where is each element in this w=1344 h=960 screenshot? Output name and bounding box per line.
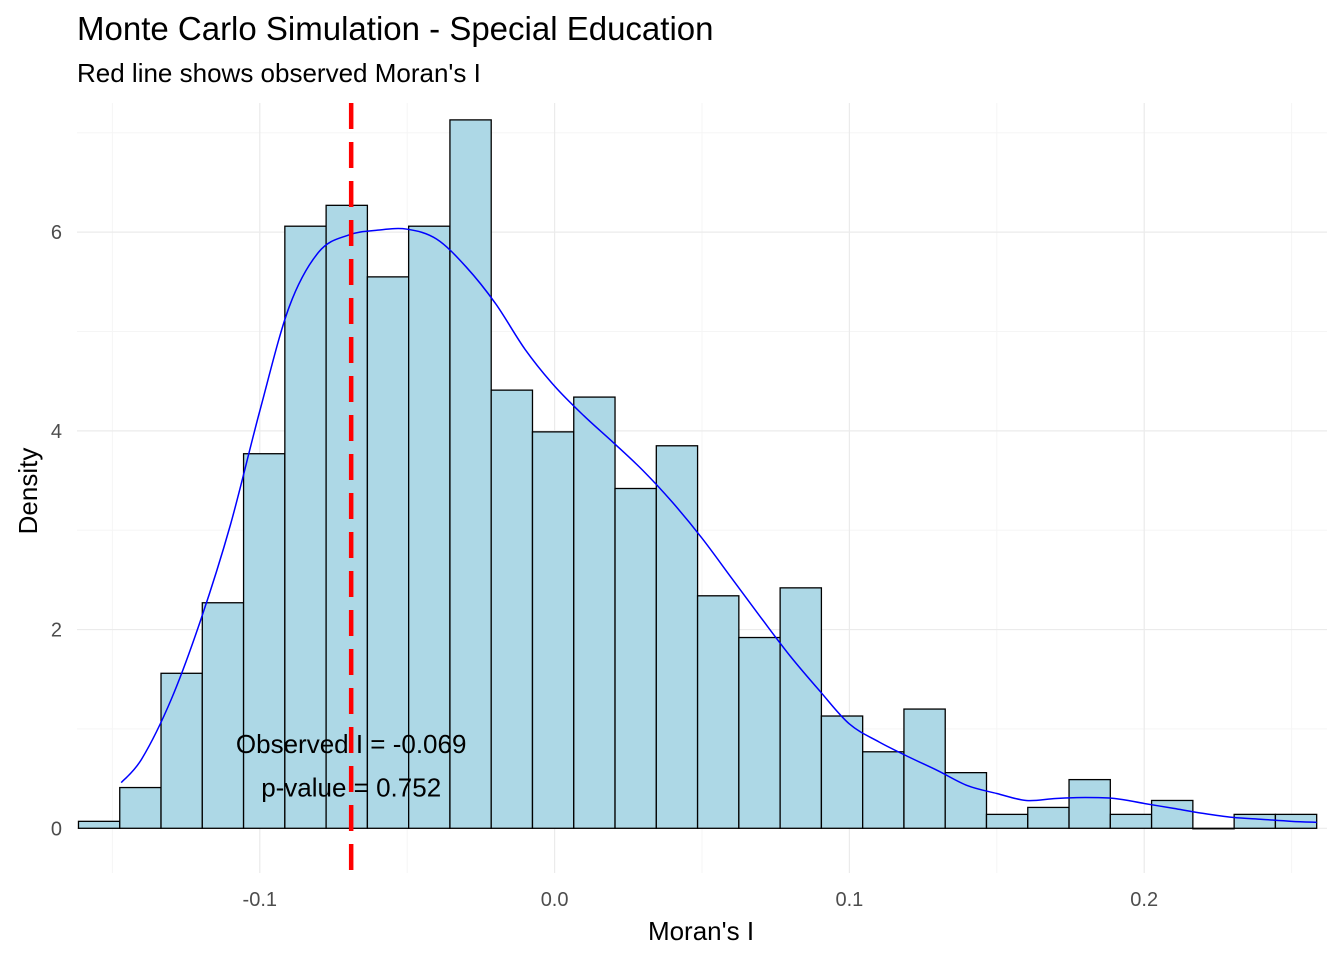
histogram-bars <box>77 119 1318 830</box>
histogram-bar <box>531 431 575 829</box>
x-tick-label: 0.1 <box>835 889 863 911</box>
histogram-bar <box>1027 806 1070 829</box>
histogram-bar <box>1150 799 1194 829</box>
y-tick-label: 6 <box>51 222 62 244</box>
histogram-bar <box>242 453 286 829</box>
histogram-bar <box>490 389 534 829</box>
histogram-bar <box>655 445 699 829</box>
x-axis-ticks: -0.1 0.0 0.1 0.2 <box>243 889 1159 911</box>
histogram-bar <box>1109 813 1153 829</box>
histogram-bar <box>119 786 162 829</box>
histogram-bar <box>779 587 823 829</box>
histogram-bar <box>408 225 451 829</box>
x-tick-label: 0.2 <box>1130 889 1158 911</box>
histogram-bar <box>1233 813 1277 829</box>
y-tick-label: 2 <box>51 620 62 642</box>
x-tick-label: 0.0 <box>541 889 569 911</box>
histogram-bar <box>284 225 327 829</box>
p-value-label: p-value = 0.752 <box>261 773 441 803</box>
histogram-bar <box>1068 778 1111 829</box>
histogram-bar <box>366 276 410 829</box>
histogram-bar <box>573 396 616 829</box>
x-tick-label: -0.1 <box>243 889 277 911</box>
x-axis-title: Moran's I <box>648 916 754 946</box>
histogram-bar <box>820 715 864 829</box>
density-curve <box>120 227 1317 824</box>
histogram-bar <box>160 672 203 829</box>
y-tick-label: 4 <box>51 421 62 443</box>
histogram-bar <box>944 772 988 829</box>
histogram-bar <box>449 119 492 829</box>
y-axis-title: Density <box>13 448 43 535</box>
observed-i-label: Observed I = -0.069 <box>236 729 467 759</box>
histogram-bar <box>201 602 245 829</box>
chart-title: Monte Carlo Simulation - Special Educati… <box>77 10 714 47</box>
y-axis-ticks: 0 2 4 6 <box>51 222 62 840</box>
chart-subtitle: Red line shows observed Moran's I <box>77 58 481 88</box>
histogram-bar <box>696 595 740 829</box>
histogram-bar <box>903 708 946 829</box>
histogram-bar <box>77 820 121 829</box>
histogram-bar <box>985 813 1029 829</box>
histogram-bar <box>1192 827 1235 830</box>
histogram-bar <box>738 636 781 829</box>
y-tick-label: 0 <box>51 818 62 840</box>
histogram-bar <box>614 487 657 829</box>
histogram-bar <box>325 204 369 829</box>
histogram-bar <box>862 751 905 829</box>
